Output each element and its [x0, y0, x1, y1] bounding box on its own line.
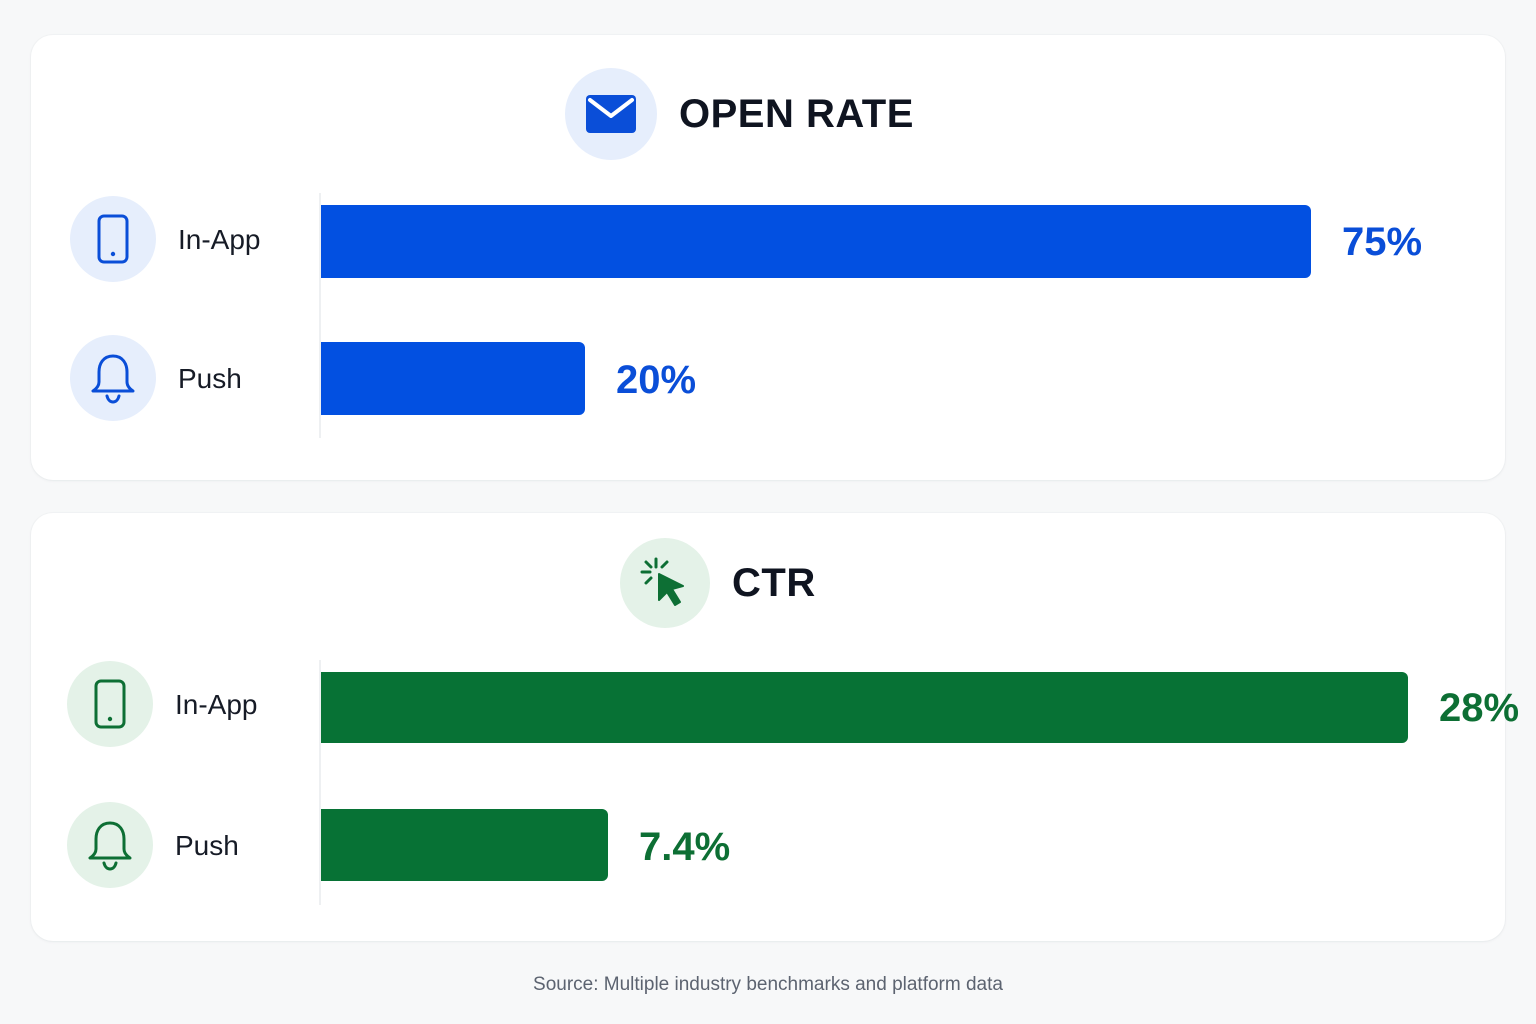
- smartphone-icon: [70, 196, 156, 282]
- open-rate-in-app-bar: [321, 205, 1311, 278]
- open-rate-card: OPEN RATE In-App Push 75% 20%: [31, 35, 1505, 480]
- source-note: Source: Multiple industry benchmarks and…: [533, 974, 1003, 995]
- ctr-in-app-value: 28%: [1439, 686, 1520, 730]
- open-rate-in-app-label: In-App: [178, 224, 261, 255]
- open-rate-push-bar: [321, 342, 585, 415]
- cursor-click-icon: [620, 538, 710, 628]
- bell-icon: [70, 335, 156, 421]
- ctr-card: CTR In-App Push 28% 7.4%: [31, 513, 1519, 941]
- open-rate-push-label: Push: [178, 363, 242, 394]
- ctr-push-bar: [321, 809, 608, 881]
- ctr-header: CTR: [620, 538, 816, 628]
- open-rate-title: OPEN RATE: [679, 91, 914, 136]
- bell-icon: [67, 802, 153, 888]
- ctr-title: CTR: [732, 560, 816, 605]
- ctr-push-value: 7.4%: [639, 825, 731, 869]
- ctr-in-app-bar: [321, 672, 1408, 743]
- ctr-axis: [319, 660, 321, 905]
- smartphone-icon: [67, 661, 153, 747]
- envelope-icon: [565, 68, 657, 160]
- open-rate-in-app-value: 75%: [1342, 220, 1423, 264]
- open-rate-header: OPEN RATE: [565, 68, 914, 160]
- ctr-in-app-label: In-App: [175, 689, 258, 720]
- ctr-push-label: Push: [175, 830, 239, 861]
- open-rate-push-value: 20%: [616, 358, 697, 402]
- open-rate-axis: [319, 193, 321, 438]
